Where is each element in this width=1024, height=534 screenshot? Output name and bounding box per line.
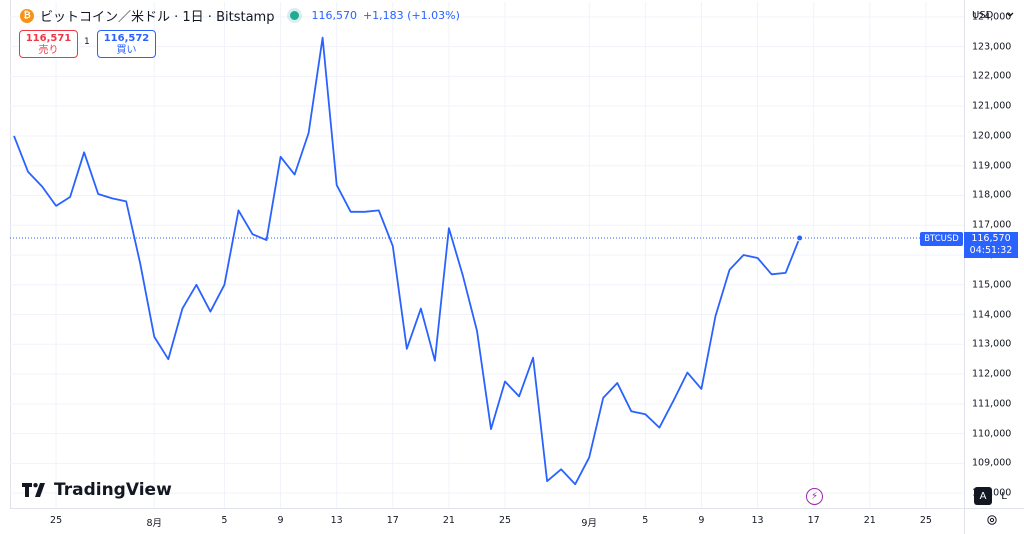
time-axis-tick: 25 bbox=[50, 515, 62, 526]
time-axis-tick: 9月 bbox=[581, 515, 597, 529]
auto-scale-button[interactable]: A bbox=[974, 487, 992, 505]
time-axis-tick: 5 bbox=[221, 515, 227, 526]
time-axis-tick: 9 bbox=[278, 515, 284, 526]
price-axis-tick: 120,000 bbox=[972, 130, 1011, 141]
price-axis-tick: 123,000 bbox=[972, 41, 1011, 52]
buy-button[interactable]: 116,572 買い bbox=[97, 30, 156, 58]
time-axis-tick: 25 bbox=[920, 515, 932, 526]
last-price-dot bbox=[797, 235, 803, 241]
price-axis-tick: 110,000 bbox=[972, 428, 1011, 439]
symbol-price-tag: BTCUSD bbox=[920, 232, 963, 246]
current-price-value: 116,570 bbox=[964, 233, 1018, 245]
time-axis-tick: 5 bbox=[642, 515, 648, 526]
time-axis-tick: 25 bbox=[499, 515, 511, 526]
price-axis-tick: 112,000 bbox=[972, 369, 1011, 380]
price-chart-svg[interactable] bbox=[10, 2, 964, 508]
time-axis-tick: 13 bbox=[331, 515, 343, 526]
logo-text: TradingView bbox=[54, 480, 172, 500]
buy-price: 116,572 bbox=[98, 33, 155, 45]
price-axis-tick: 118,000 bbox=[972, 190, 1011, 201]
buy-label: 買い bbox=[117, 45, 137, 56]
price-axis-tick: 109,000 bbox=[972, 458, 1011, 469]
price-axis-tick: 124,000 bbox=[972, 11, 1011, 22]
time-axis-tick: 17 bbox=[387, 515, 399, 526]
time-axis-tick: 21 bbox=[443, 515, 455, 526]
legend-last-price: 116,570 bbox=[311, 9, 357, 22]
bitcoin-icon: ₿ bbox=[20, 9, 34, 23]
price-axis-tick: 122,000 bbox=[972, 71, 1011, 82]
chart-legend: ₿ ビットコイン／米ドル · 1日 · Bitstamp 116,570 +1,… bbox=[20, 6, 460, 25]
price-series-line bbox=[14, 38, 800, 485]
sell-price: 116,571 bbox=[20, 33, 77, 45]
legend-change: +1,183 (+1.03%) bbox=[363, 9, 460, 22]
time-axis-tick: 8月 bbox=[147, 515, 163, 529]
sell-label: 売り bbox=[39, 45, 59, 56]
price-axis-tick: 119,000 bbox=[972, 160, 1011, 171]
lightning-icon[interactable]: ⚡ bbox=[806, 488, 823, 505]
spread-value: 1 bbox=[84, 37, 90, 47]
time-axis-tick: 9 bbox=[698, 515, 704, 526]
time-axis-tick: 21 bbox=[864, 515, 876, 526]
chart-plot-area[interactable] bbox=[10, 2, 964, 508]
price-axis-tick: 111,000 bbox=[972, 398, 1011, 409]
log-scale-button[interactable]: L bbox=[996, 487, 1012, 505]
sell-button[interactable]: 116,571 売り bbox=[19, 30, 78, 58]
current-price-tag: 116,570 04:51:32 bbox=[964, 232, 1018, 258]
price-axis-tick: 115,000 bbox=[972, 279, 1011, 290]
tradingview-logo-icon bbox=[22, 483, 48, 497]
bar-countdown: 04:51:32 bbox=[964, 245, 1018, 257]
price-axis-tick: 117,000 bbox=[972, 220, 1011, 231]
price-axis-tick: 114,000 bbox=[972, 309, 1011, 320]
settings-gear-icon[interactable] bbox=[986, 514, 998, 526]
price-axis-tick: 113,000 bbox=[972, 339, 1011, 350]
time-axis-tick: 17 bbox=[808, 515, 820, 526]
symbol-title[interactable]: ビットコイン／米ドル · 1日 · Bitstamp bbox=[40, 6, 274, 25]
price-axis-tick: 121,000 bbox=[972, 101, 1011, 112]
tradingview-logo[interactable]: TradingView bbox=[22, 480, 172, 500]
market-open-status-icon bbox=[290, 11, 299, 20]
time-axis-tick: 13 bbox=[752, 515, 764, 526]
